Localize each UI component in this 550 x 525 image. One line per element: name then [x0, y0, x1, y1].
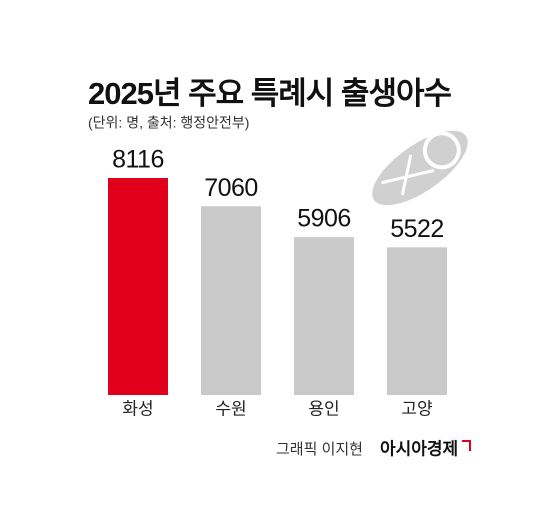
- bar: [387, 247, 447, 395]
- x-tick-label: 화성: [122, 399, 153, 418]
- publisher-mark: [462, 440, 471, 451]
- bar: [108, 178, 168, 395]
- x-tick-label: 고양: [401, 399, 432, 418]
- value-label: 7060: [204, 174, 258, 202]
- value-label: 8116: [112, 146, 164, 174]
- x-tick-label: 수원: [215, 399, 246, 418]
- chart-subtitle: (단위: 명, 출처: 행정안전부): [88, 115, 249, 131]
- value-label: 5522: [390, 215, 444, 243]
- x-tick-label: 용인: [308, 399, 339, 418]
- value-label: 5906: [297, 205, 351, 233]
- bar: [294, 237, 354, 395]
- icon-face-inner: [426, 135, 457, 166]
- icon-wrap: [381, 154, 435, 196]
- baby-icon: [372, 130, 468, 206]
- bar: [201, 206, 261, 395]
- credit: 그래픽 이지현: [276, 441, 363, 458]
- publisher: 아시아경제: [380, 439, 458, 458]
- chart-title: 2025년 주요 특례시 출생아수: [88, 76, 451, 111]
